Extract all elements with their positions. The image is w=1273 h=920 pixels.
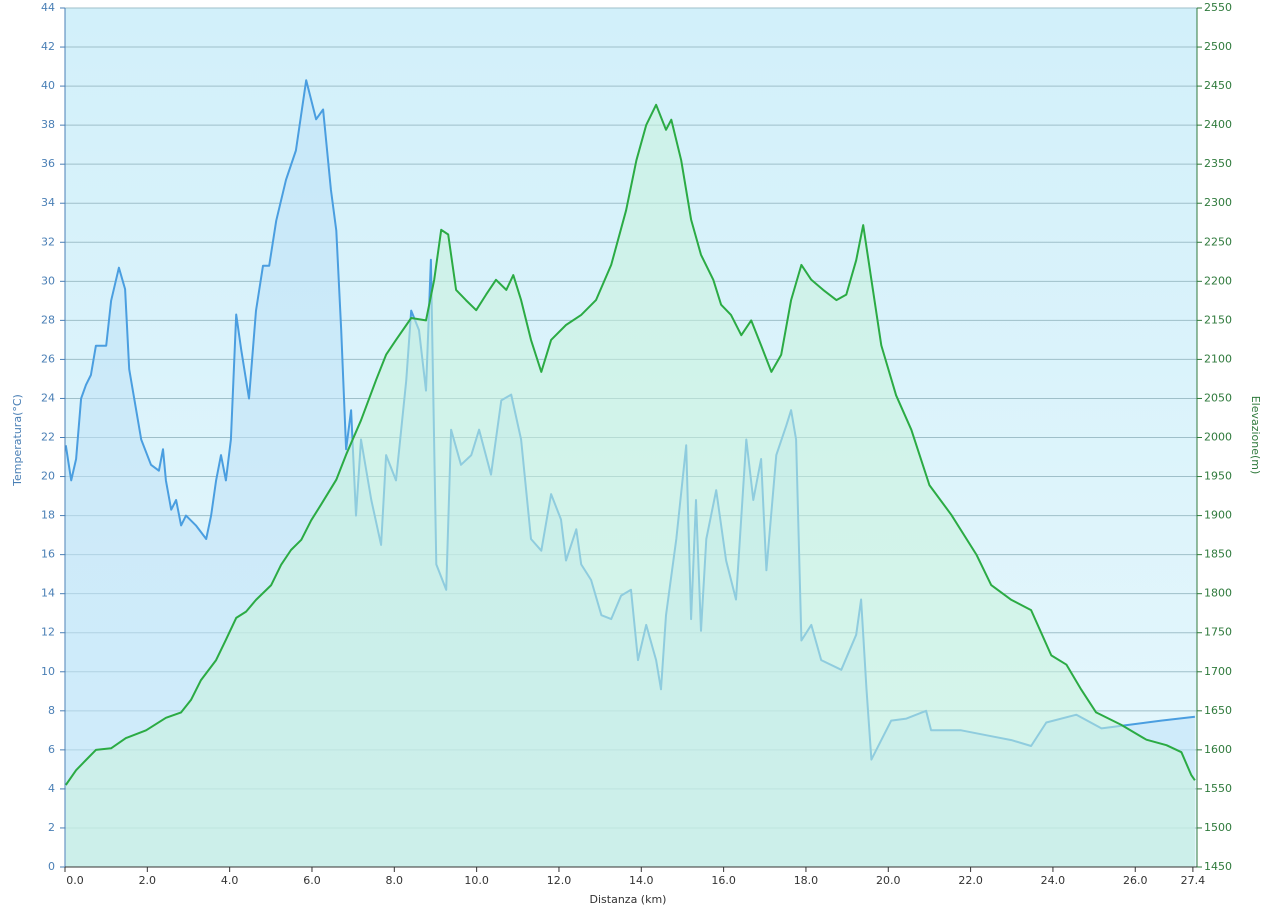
x-tick-label: 14.0: [629, 874, 654, 887]
x-tick-label: 16.0: [711, 874, 736, 887]
y2-tick-label: 2250: [1204, 235, 1232, 248]
y-tick-label: 2: [48, 821, 55, 834]
y2-tick-label: 1700: [1204, 665, 1232, 678]
y-tick-label: 22: [41, 431, 55, 444]
y2-tick-label: 2150: [1204, 313, 1232, 326]
y2-tick-label: 1800: [1204, 587, 1232, 600]
y-tick-label: 6: [48, 743, 55, 756]
y-tick-label: 16: [41, 548, 55, 561]
y2-tick-label: 2000: [1204, 431, 1232, 444]
x-tick-label: 4.0: [221, 874, 239, 887]
y2-tick-label: 1950: [1204, 470, 1232, 483]
y2-tick-label: 2550: [1204, 1, 1232, 14]
y-tick-label: 20: [41, 470, 55, 483]
x-tick-label: 2.0: [139, 874, 157, 887]
x-tick-label: 22.0: [958, 874, 983, 887]
x-tick-label: 0.0: [66, 874, 84, 887]
y-tick-label: 0: [48, 860, 55, 873]
y-tick-label: 32: [41, 235, 55, 248]
y-tick-label: 38: [41, 118, 55, 131]
y2-tick-label: 1450: [1204, 860, 1232, 873]
y2-tick-label: 1850: [1204, 548, 1232, 561]
y2-tick-label: 2200: [1204, 274, 1232, 287]
x-tick-label: 10.0: [464, 874, 489, 887]
y2-tick-label: 2400: [1204, 118, 1232, 131]
y2-tick-label: 2100: [1204, 352, 1232, 365]
y-tick-label: 42: [41, 40, 55, 53]
y2-tick-label: 1600: [1204, 743, 1232, 756]
x-axis-title: Distanza (km): [590, 893, 667, 906]
y2-tick-label: 2300: [1204, 196, 1232, 209]
y-tick-label: 34: [41, 196, 55, 209]
y2-tick-label: 1500: [1204, 821, 1232, 834]
y2-tick-label: 1650: [1204, 704, 1232, 717]
x-tick-label: 24.0: [1041, 874, 1066, 887]
x-tick-label: 20.0: [876, 874, 901, 887]
y-tick-label: 28: [41, 313, 55, 326]
y2-tick-label: 2050: [1204, 391, 1232, 404]
x-tick-label: 27.4: [1181, 874, 1206, 887]
x-tick-label: 6.0: [303, 874, 321, 887]
y-tick-label: 18: [41, 509, 55, 522]
y-tick-label: 24: [41, 391, 55, 404]
y2-tick-label: 2350: [1204, 157, 1232, 170]
series-line: [64, 103, 1196, 786]
y2-tick-label: 1550: [1204, 782, 1232, 795]
y-tick-label: 36: [41, 157, 55, 170]
y-axis-title: Temperatura(°C): [11, 394, 24, 487]
y-tick-label: 30: [41, 274, 55, 287]
x-tick-label: 8.0: [386, 874, 404, 887]
y2-tick-label: 1900: [1204, 509, 1232, 522]
y-tick-label: 14: [41, 587, 55, 600]
y-tick-label: 44: [41, 1, 55, 14]
y2-axis-title: Elevazione(m): [1249, 396, 1262, 475]
x-tick-label: 18.0: [794, 874, 819, 887]
y-tick-label: 4: [48, 782, 55, 795]
y2-tick-label: 2450: [1204, 79, 1232, 92]
y2-tick-label: 2500: [1204, 40, 1232, 53]
x-tick-label: 26.0: [1123, 874, 1148, 887]
area-fill: [65, 104, 1195, 868]
y-tick-label: 40: [41, 79, 55, 92]
y-tick-label: 10: [41, 665, 55, 678]
x-tick-label: 12.0: [547, 874, 572, 887]
y-tick-label: 26: [41, 352, 55, 365]
y2-tick-label: 1750: [1204, 626, 1232, 639]
y-tick-label: 8: [48, 704, 55, 717]
y-tick-label: 12: [41, 626, 55, 639]
